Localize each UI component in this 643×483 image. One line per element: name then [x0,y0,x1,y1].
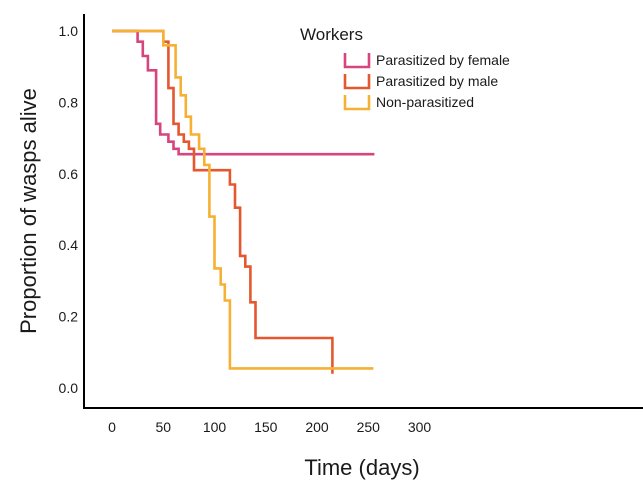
y-tick-label: 0.6 [59,166,79,182]
x-tick-label: 250 [357,419,381,435]
y-axis-title: Proportion of wasps alive [16,88,41,334]
x-tick-labels: 0 50 100 150 200 250 300 [108,419,431,435]
axes [83,14,643,409]
y-tick-labels: 0.0 0.2 0.4 0.6 0.8 1.0 [59,23,79,396]
legend-item: Non-parasitized [343,94,474,111]
y-tick-label: 0.2 [59,309,79,325]
legend-swatch [343,95,371,111]
legend-label: Parasitized by male [376,73,498,89]
series-lines [112,29,375,374]
x-axis-title: Time (days) [304,455,419,480]
legend-swatch [343,53,371,69]
series-line-parasitized-by-female [112,29,375,156]
x-tick-label: 50 [155,419,171,435]
x-tick-label: 150 [254,419,278,435]
x-tick-label: 200 [305,419,329,435]
y-tick-label: 0.8 [59,94,79,110]
y-tick-label: 0.0 [59,380,79,396]
x-tick-label: 100 [203,419,227,435]
series-line-parasitized-by-male [112,29,334,374]
legend-items: Parasitized by female Parasitized by male… [343,52,510,111]
legend-title: Workers [300,25,363,44]
x-tick-label: 300 [408,419,432,435]
x-tick-label: 0 [108,419,116,435]
legend: Workers Parasitized by femaleParasitized… [300,25,510,111]
y-tick-label: 1.0 [59,23,79,39]
series-line-non-parasitized [112,29,374,370]
legend-item: Parasitized by male [343,73,498,90]
legend-item: Parasitized by female [343,52,510,69]
legend-swatch [343,74,371,90]
legend-label: Non-parasitized [376,94,474,110]
y-tick-label: 0.4 [59,237,79,253]
legend-label: Parasitized by female [376,52,510,68]
